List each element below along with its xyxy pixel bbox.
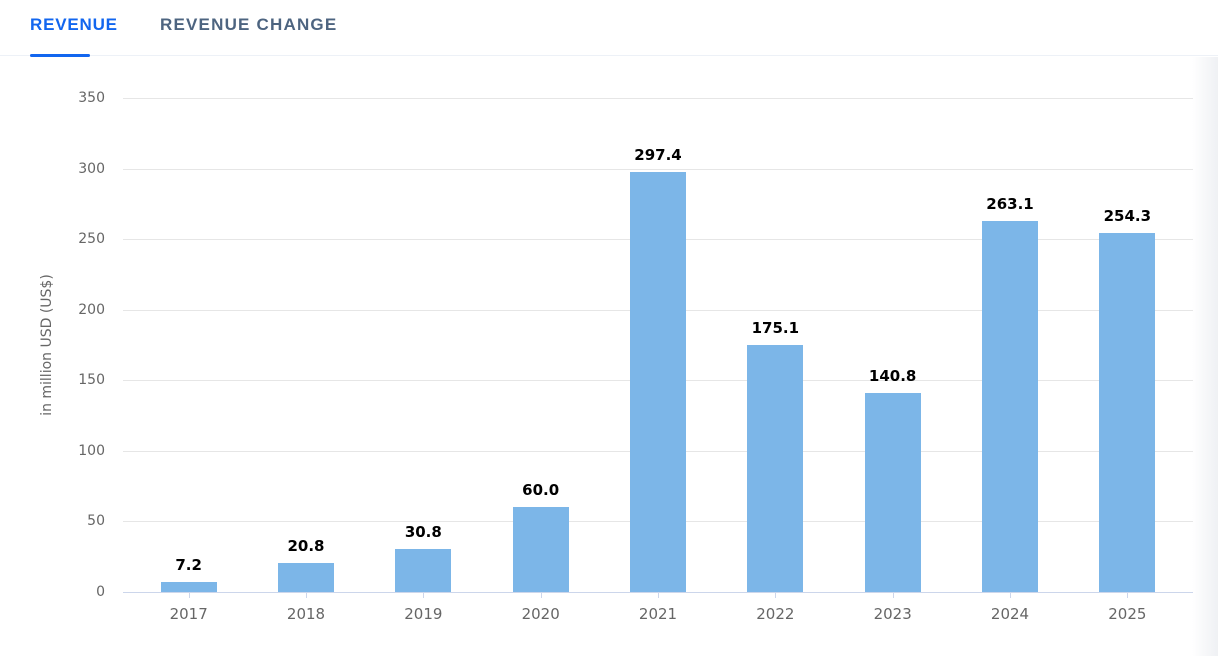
bar-2021[interactable] bbox=[630, 172, 686, 592]
x-axis-label-2022: 2022 bbox=[756, 605, 795, 623]
x-axis-label-2025: 2025 bbox=[1108, 605, 1147, 623]
bar-2020[interactable] bbox=[512, 507, 569, 592]
gridline bbox=[123, 98, 1193, 99]
x-tick bbox=[423, 592, 425, 598]
value-label-2022: 175.1 bbox=[751, 318, 800, 337]
tab-revenue-change-label: REVENUE CHANGE bbox=[160, 15, 338, 34]
bar-2022[interactable] bbox=[747, 344, 804, 592]
x-tick bbox=[892, 592, 894, 598]
value-label-2024: 263.1 bbox=[986, 194, 1034, 213]
tab-revenue[interactable]: REVENUE bbox=[30, 15, 118, 35]
tab-bar: REVENUE REVENUE CHANGE bbox=[0, 0, 1218, 57]
y-tick-label: 300 bbox=[78, 160, 105, 177]
x-tick bbox=[188, 592, 190, 598]
y-tick-label: 100 bbox=[78, 442, 105, 459]
tab-revenue-change[interactable]: REVENUE CHANGE bbox=[160, 15, 337, 35]
y-tick-label: 0 bbox=[96, 584, 105, 600]
bar-2025[interactable] bbox=[1099, 233, 1156, 592]
value-label-2020: 60.0 bbox=[522, 481, 560, 500]
y-axis-title: in million USD (US$) bbox=[39, 274, 55, 416]
x-axis-label-2023: 2023 bbox=[873, 605, 912, 623]
y-tick-label: 250 bbox=[78, 231, 105, 248]
x-tick bbox=[775, 592, 777, 598]
x-axis-label-2017: 2017 bbox=[169, 605, 208, 623]
x-axis-label-2018: 2018 bbox=[286, 605, 326, 623]
bar-2017[interactable] bbox=[160, 581, 217, 592]
tab-bar-divider bbox=[0, 55, 1218, 56]
x-axis-label-2020: 2020 bbox=[521, 605, 560, 623]
x-axis-label-2019: 2019 bbox=[404, 605, 443, 623]
x-tick bbox=[658, 592, 659, 598]
plot-area: 0 50 100 150 200 250 300 350 7.2 2017 20.8 2018 30.8… bbox=[78, 90, 1193, 623]
value-label-2018: 20.8 bbox=[287, 536, 325, 555]
value-label-2023: 140.8 bbox=[868, 367, 917, 386]
y-tick-label: 200 bbox=[78, 301, 105, 318]
y-tick-label: 150 bbox=[78, 372, 105, 389]
x-axis-label-2024: 2024 bbox=[990, 605, 1030, 623]
bar-2023[interactable] bbox=[864, 393, 921, 592]
x-tick bbox=[1127, 592, 1129, 598]
value-label-2017: 7.2 bbox=[175, 555, 202, 574]
right-edge-fade bbox=[1192, 57, 1218, 656]
value-label-2025: 254.3 bbox=[1103, 207, 1152, 226]
x-tick bbox=[540, 592, 542, 598]
active-tab-underline bbox=[30, 54, 90, 57]
bar-2024[interactable] bbox=[982, 220, 1038, 592]
x-axis-label-2021: 2021 bbox=[638, 605, 678, 623]
value-label-2021: 297.4 bbox=[634, 146, 682, 165]
y-tick-label: 50 bbox=[87, 513, 105, 530]
x-tick bbox=[1010, 592, 1011, 598]
y-tick-label: 350 bbox=[78, 90, 105, 106]
bar-2019[interactable] bbox=[395, 548, 452, 592]
value-label-2019: 30.8 bbox=[404, 522, 442, 541]
tab-revenue-label: REVENUE bbox=[30, 15, 118, 34]
gridline bbox=[123, 169, 1193, 170]
x-tick bbox=[306, 592, 307, 598]
bar-2018[interactable] bbox=[278, 562, 334, 592]
